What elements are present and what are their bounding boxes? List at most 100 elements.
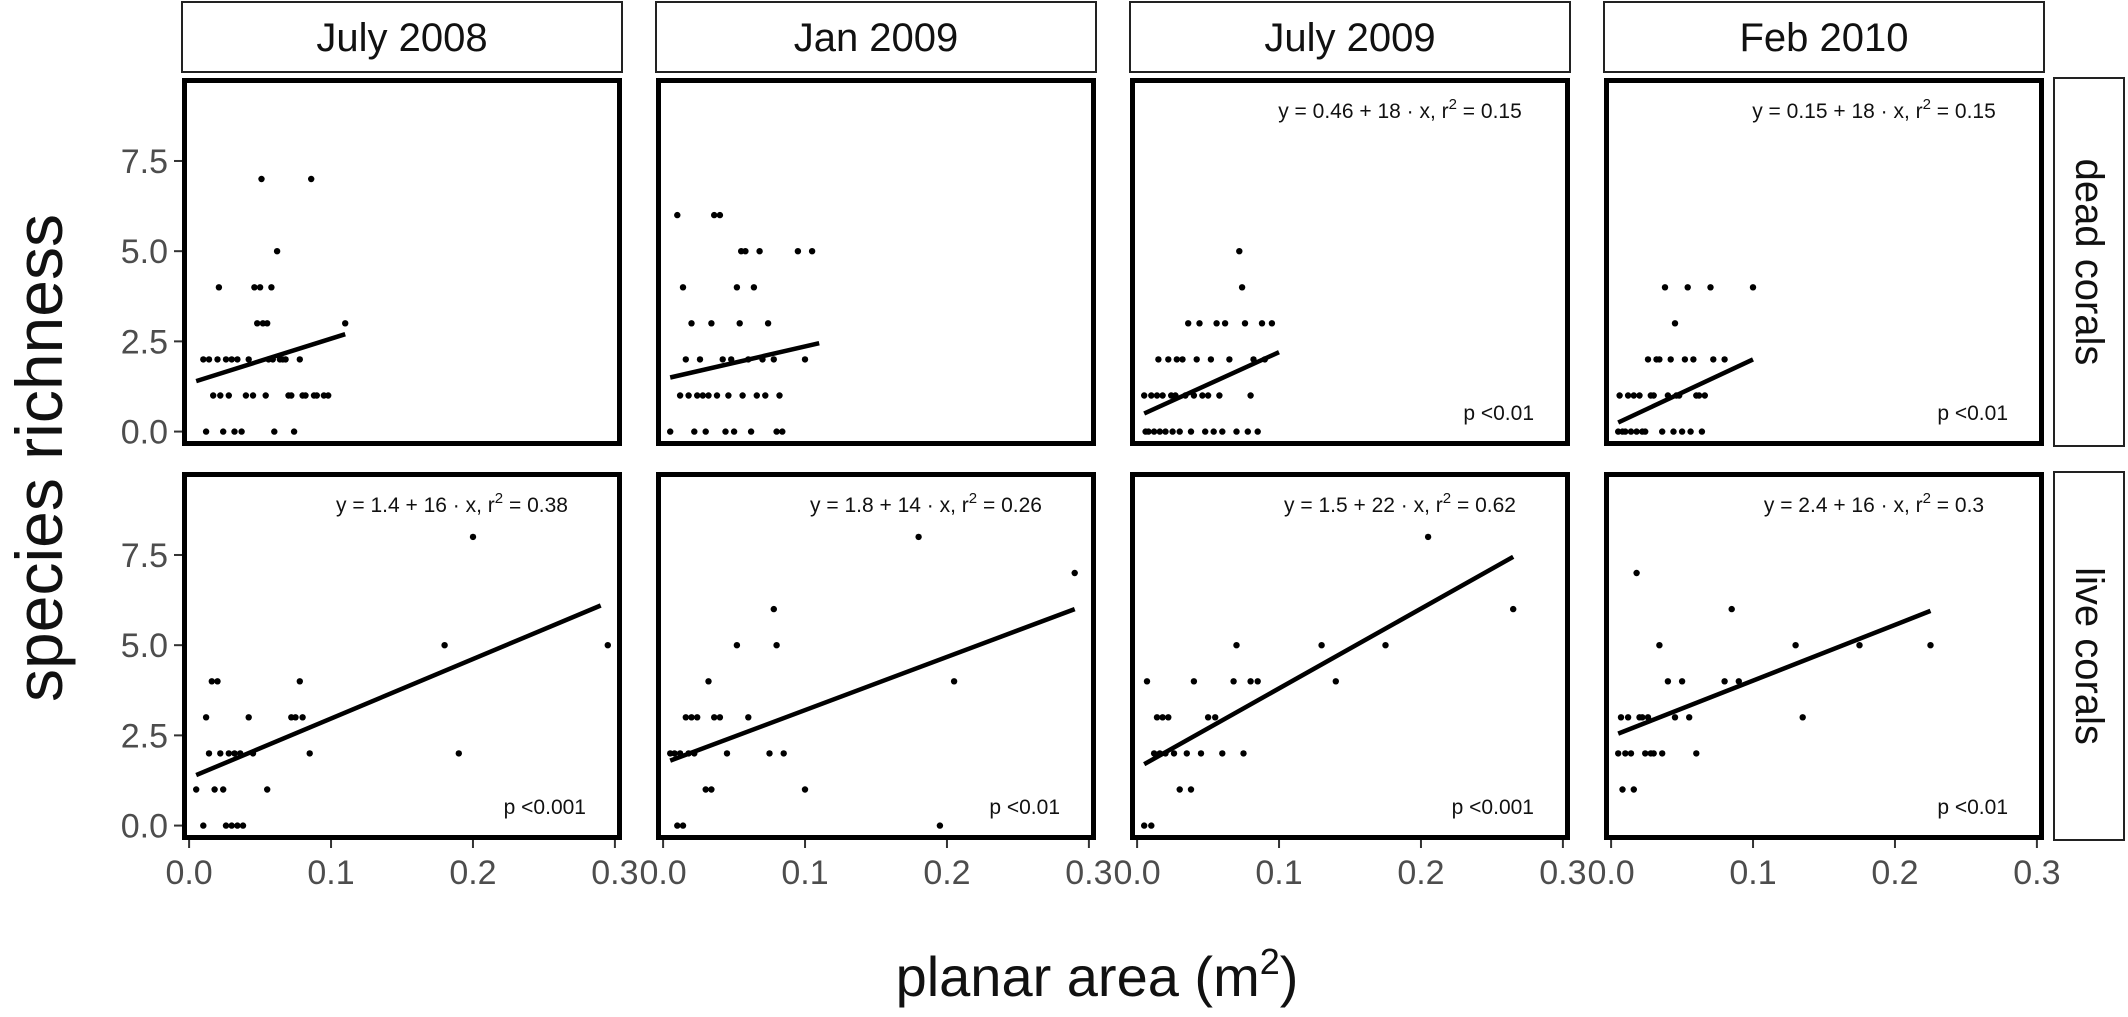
data-point	[262, 392, 269, 399]
data-point	[688, 320, 695, 327]
x-tick-label: 0.3	[1065, 854, 1112, 892]
data-point	[779, 428, 786, 435]
data-point	[1670, 428, 1677, 435]
data-point	[1165, 356, 1172, 363]
data-point	[1684, 284, 1691, 291]
regression-equation: y = 1.5 + 22 · x, r2 = 0.62	[1284, 490, 1516, 517]
data-point	[719, 356, 726, 363]
strip-feb-2010: Feb 2010	[1603, 1, 2045, 73]
y-tick-label: 2.5	[121, 717, 168, 755]
regression-equation: y = 0.15 + 18 · x, r2 = 0.15	[1752, 96, 1996, 123]
data-point	[1141, 822, 1148, 829]
data-point	[1687, 428, 1694, 435]
data-point	[200, 356, 207, 363]
data-point	[676, 392, 684, 399]
data-point	[679, 822, 687, 829]
data-point	[234, 822, 241, 829]
data-point	[308, 175, 315, 183]
panel-live-feb10: y = 2.4 + 16 · x, r2 = 0.3 p <0.01	[1604, 472, 2044, 840]
data-point	[1204, 714, 1212, 721]
data-point	[691, 428, 698, 435]
data-point	[1150, 428, 1158, 435]
data-point	[1332, 678, 1340, 685]
data-point	[290, 428, 298, 435]
data-point	[747, 428, 755, 435]
strip-box	[2053, 471, 2125, 841]
data-point	[915, 533, 922, 541]
column-strips: July 2008 Jan 2009 July 2009 Feb 2010	[181, 1, 2045, 73]
data-point	[1617, 714, 1625, 721]
data-point	[441, 642, 448, 649]
x-axis-title: planar area (m2)	[896, 941, 1299, 1008]
data-point	[211, 786, 218, 793]
data-point	[1185, 320, 1192, 327]
data-point	[268, 284, 275, 291]
data-point	[1856, 642, 1863, 649]
data-point	[808, 248, 816, 255]
equation-sup: 2	[1923, 96, 1931, 113]
panel-border	[1604, 78, 2044, 446]
data-point	[679, 284, 687, 291]
data-point	[1721, 356, 1728, 363]
data-point	[694, 392, 701, 399]
x-axes: 0.0 0.1 0.2 0.3 0.0 0.1 0.2 0.3 0.0 0.1 0.2 0.3 0.0 0…	[165, 840, 2061, 892]
data-point	[1639, 714, 1646, 721]
x-axis-col-2: 0.0 0.1 0.2 0.3	[639, 840, 1113, 892]
x-tick-label: 0.3	[591, 854, 638, 892]
data-point	[306, 750, 313, 757]
regression-line	[1143, 350, 1280, 416]
regression-line	[669, 606, 1076, 763]
x-tick-label: 0.0	[165, 854, 212, 892]
data-point	[1695, 392, 1703, 399]
p-value-label: p <0.01	[1937, 796, 2008, 819]
data-point	[228, 822, 235, 829]
data-point	[1667, 356, 1674, 363]
x-tick-label: 0.2	[449, 854, 496, 892]
x-axis-title-sup: 2	[1260, 941, 1280, 982]
equation-tail: = 0.15	[1931, 100, 1996, 123]
data-point	[1671, 320, 1679, 327]
data-point	[1207, 356, 1215, 363]
strip-live-corals: live corals	[2053, 471, 2125, 841]
data-point	[264, 786, 271, 793]
panel-background	[182, 78, 622, 446]
panel-dead-jul09: y = 0.46 + 18 · x, r2 = 0.15 p <0.01	[1130, 78, 1570, 446]
data-point	[1664, 678, 1672, 685]
strip-label: July 2009	[1264, 16, 1435, 60]
data-point	[1690, 356, 1697, 363]
data-point	[239, 822, 247, 829]
data-point	[1210, 428, 1217, 435]
data-point	[1627, 750, 1635, 757]
panel-background	[182, 472, 622, 840]
y-axis-title: species richness	[2, 214, 76, 702]
data-point	[215, 284, 223, 291]
panel-background	[1604, 472, 2044, 840]
data-point	[1642, 750, 1649, 757]
data-point	[773, 642, 780, 649]
data-point	[1650, 392, 1657, 399]
data-point	[1799, 714, 1806, 721]
data-point	[225, 750, 232, 757]
data-point	[801, 356, 809, 363]
data-point	[1176, 786, 1183, 793]
data-point	[1247, 392, 1254, 399]
regression-line	[669, 341, 820, 380]
panel-dead-jul08	[182, 78, 622, 446]
data-point	[208, 678, 215, 685]
data-point	[733, 284, 741, 291]
data-point	[1179, 356, 1186, 363]
data-point	[1143, 678, 1151, 685]
strip-label: dead corals	[2067, 159, 2111, 366]
data-point	[1707, 284, 1714, 291]
data-point	[1749, 284, 1757, 291]
data-point	[245, 356, 252, 363]
data-point	[1254, 678, 1261, 685]
data-point	[1642, 428, 1649, 435]
x-axis-col-3: 0.0 0.1 0.2 0.3	[1113, 840, 1587, 892]
data-point	[1169, 428, 1176, 435]
equation-main: y = 1.4 + 16 · x, r	[336, 494, 495, 517]
data-point	[292, 714, 299, 721]
data-point	[1681, 356, 1689, 363]
y-tick-label: 7.5	[121, 537, 168, 575]
